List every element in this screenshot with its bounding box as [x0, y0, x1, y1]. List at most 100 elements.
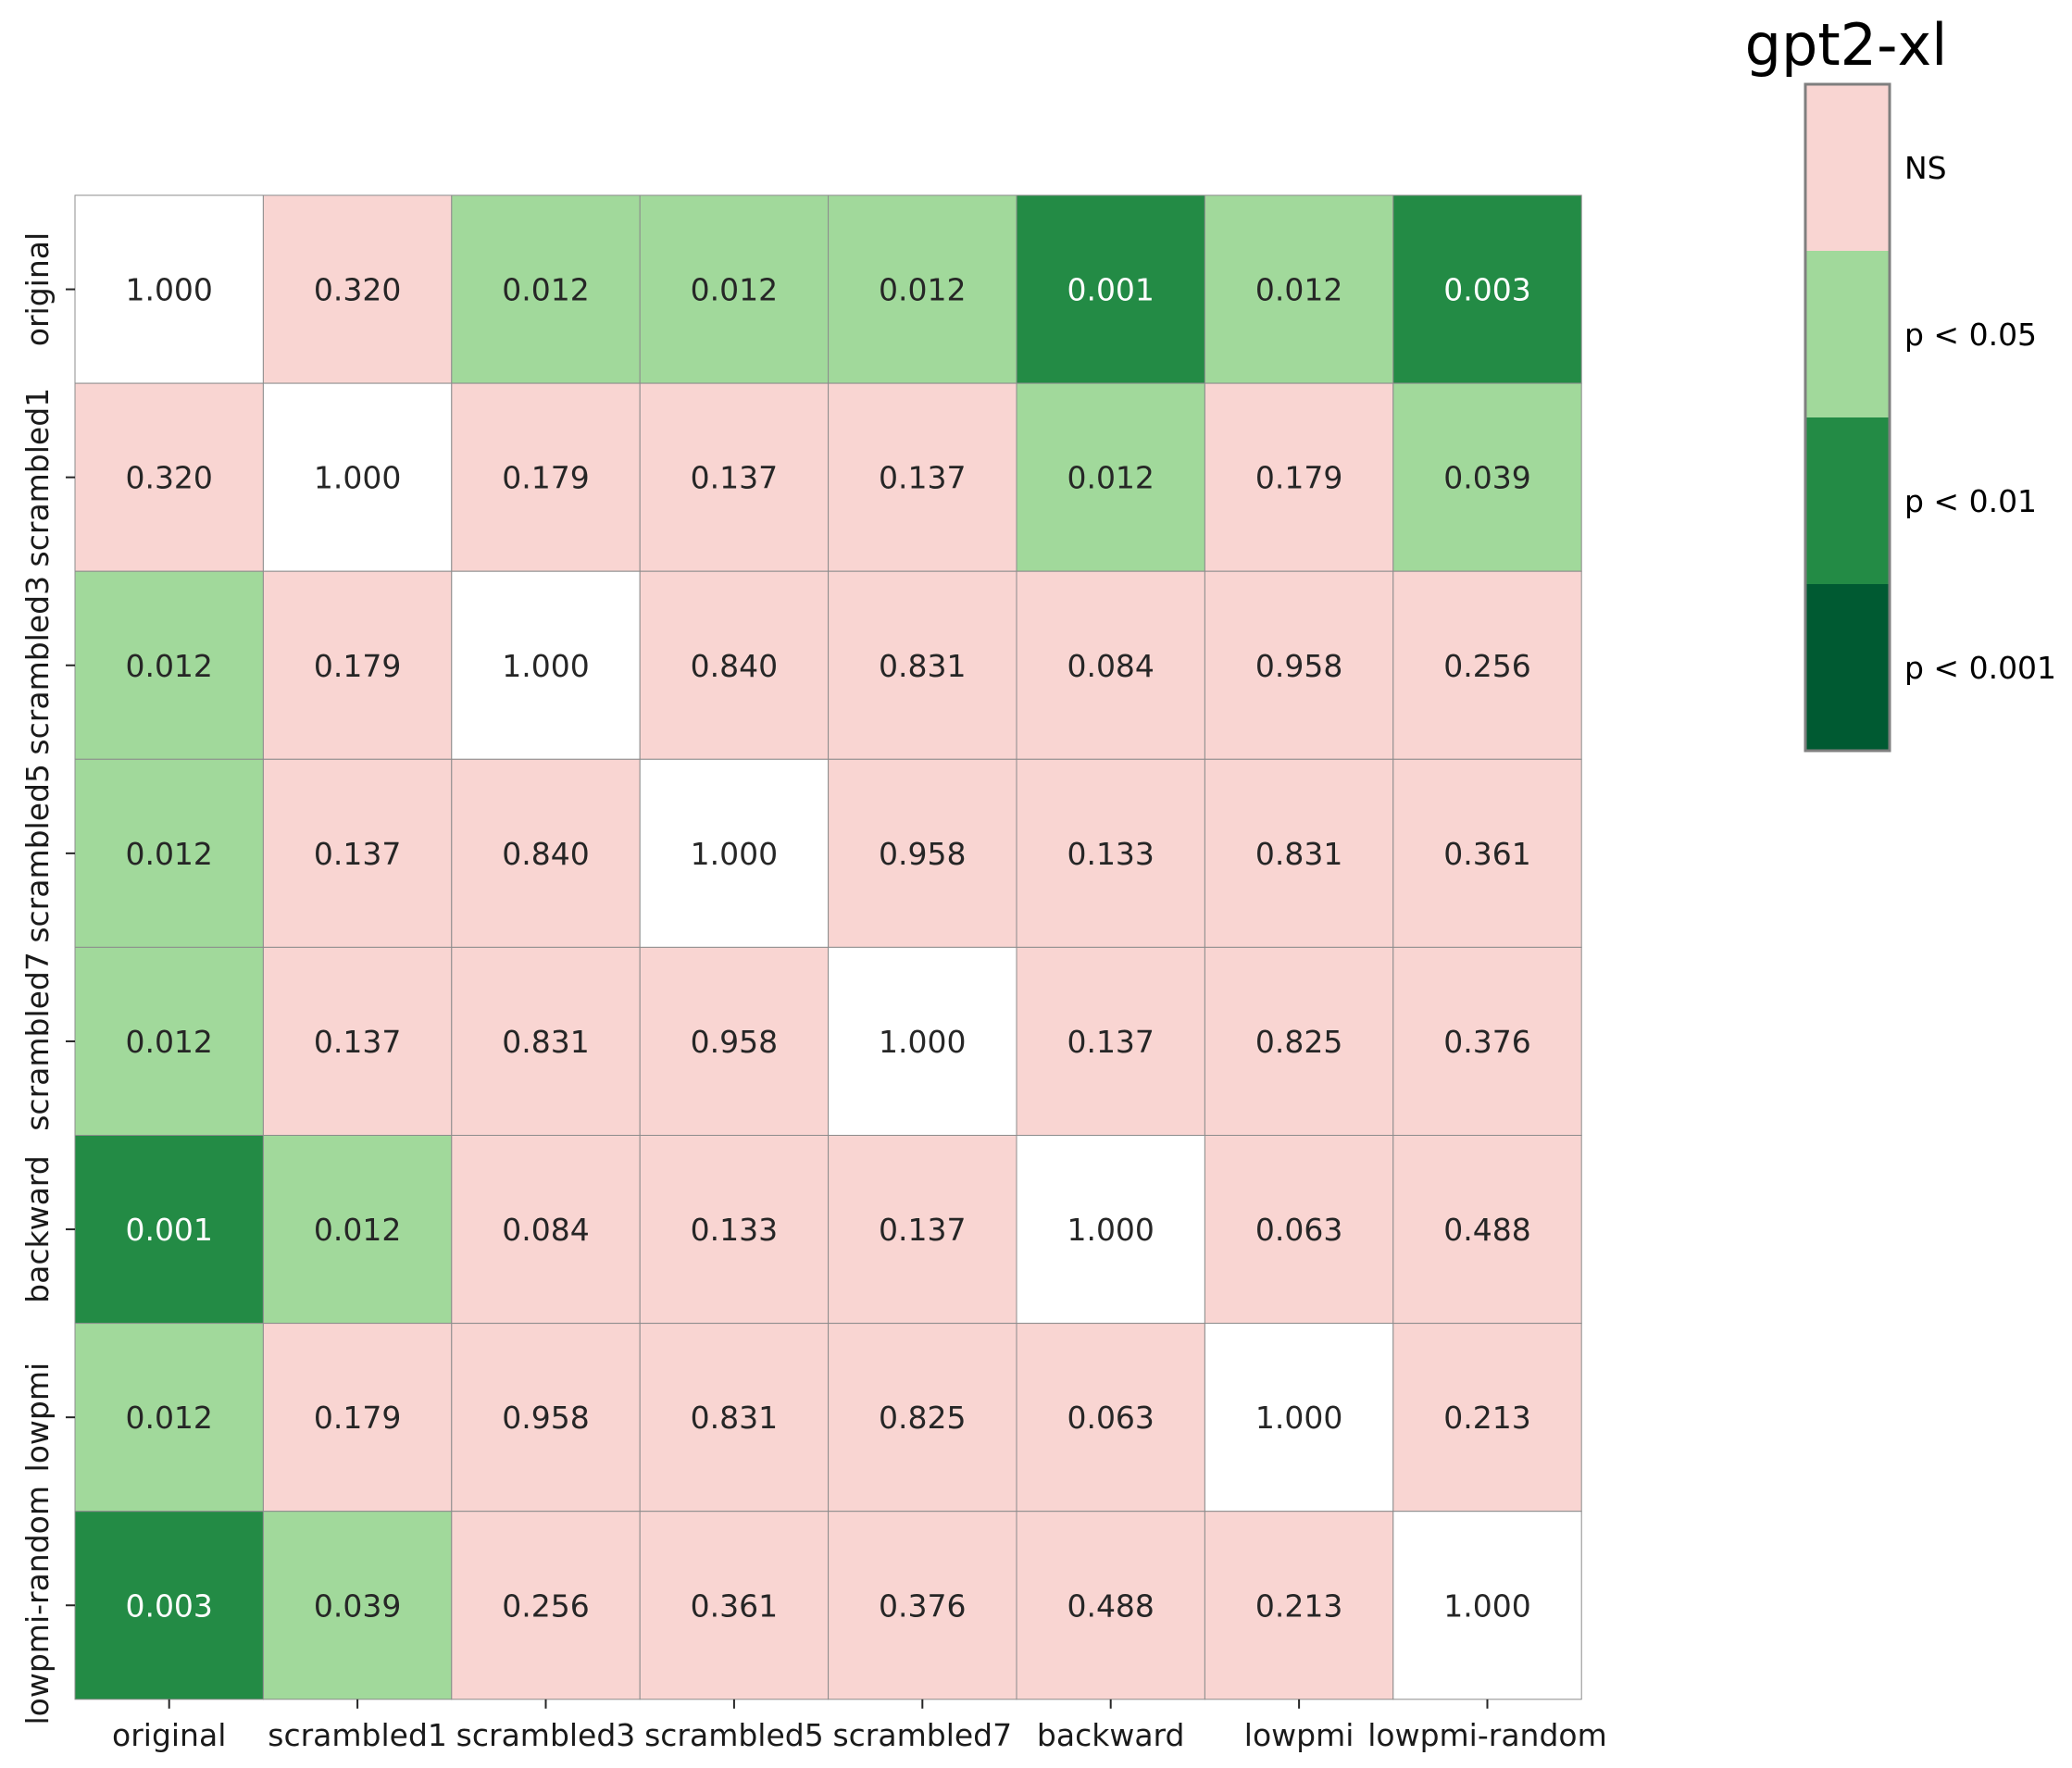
row-tick-label: scrambled1 [19, 388, 56, 567]
heatmap-cell-r0-c5 [1016, 194, 1205, 384]
row-tick-label: scrambled7 [19, 952, 56, 1131]
heatmap-cell-r5-c5 [1016, 1135, 1205, 1325]
cell-value-label: 1.000 [691, 836, 778, 872]
cell-value-label: 0.012 [691, 272, 778, 308]
heatmap-cell-r7-c7 [1392, 1511, 1582, 1700]
cell-value-label: 0.012 [125, 648, 212, 684]
heatmap-cell-r3-c1 [262, 758, 453, 948]
column-tick-label: scrambled7 [832, 1717, 1012, 1753]
cell-value-label: 0.001 [125, 1212, 212, 1248]
cell-value-label: 0.137 [879, 460, 966, 496]
heatmap-cell-r6-c5 [1016, 1323, 1205, 1513]
cell-value-label: 0.084 [1067, 648, 1154, 684]
heatmap-cell-r7-c5 [1016, 1511, 1205, 1700]
cell-value-label: 0.831 [879, 648, 966, 684]
heatmap-cell-r6-c6 [1204, 1323, 1394, 1513]
column-tick-label: backward [1037, 1717, 1185, 1753]
heatmap-cell-r4-c4 [828, 946, 1017, 1137]
cell-value-label: 0.012 [1255, 272, 1342, 308]
chart-title: gpt2-xl [1745, 11, 1948, 79]
cell-value-label: 0.958 [879, 836, 966, 872]
heatmap-cell-r0-c2 [451, 194, 641, 384]
column-tick-label: scrambled3 [456, 1717, 636, 1753]
heatmap-cell-r5-c1 [262, 1135, 453, 1325]
heatmap-cell-r0-c6 [1204, 194, 1394, 384]
cell-value-label: 0.012 [314, 1212, 401, 1248]
heatmap-cell-r1-c1 [262, 382, 453, 572]
cell-value-label: 0.179 [314, 648, 401, 684]
cell-value-label: 0.003 [125, 1587, 212, 1624]
cell-value-label: 0.039 [1443, 460, 1530, 496]
cell-value-label: 0.001 [1067, 272, 1154, 308]
cell-value-label: 0.320 [314, 272, 401, 308]
heatmap-cell-r1-c7 [1392, 382, 1582, 572]
heatmap-cell-r2-c1 [262, 570, 453, 760]
heatmap-cell-r1-c3 [639, 382, 830, 572]
heatmap-cell-r6-c2 [451, 1323, 641, 1513]
row-tick-label: scrambled5 [19, 764, 56, 943]
cell-value-label: 0.840 [502, 836, 589, 872]
cell-value-label: 0.831 [691, 1400, 778, 1436]
column-tick-label: scrambled5 [644, 1717, 824, 1753]
cell-value-label: 0.012 [125, 836, 212, 872]
cell-value-label: 1.000 [125, 272, 212, 308]
cell-value-label: 0.320 [125, 460, 212, 496]
column-tick-label: lowpmi [1244, 1717, 1354, 1753]
cell-value-label: 0.958 [502, 1400, 589, 1436]
row-tick-label: original [19, 232, 56, 346]
cell-value-label: 0.179 [502, 460, 589, 496]
cell-value-label: 0.256 [502, 1587, 589, 1624]
cell-value-label: 0.003 [1443, 272, 1530, 308]
cell-value-label: 0.361 [691, 1587, 778, 1624]
cell-value-label: 1.000 [1443, 1587, 1530, 1624]
cell-value-label: 0.179 [1255, 460, 1342, 496]
cell-value-label: 0.063 [1255, 1212, 1342, 1248]
cell-value-label: 0.137 [314, 836, 401, 872]
legend-label: NS [1904, 150, 1947, 186]
heatmap-cell-r6-c7 [1392, 1323, 1582, 1513]
legend-swatch [1805, 417, 1890, 584]
heatmap-cell-r0-c3 [639, 194, 830, 384]
heatmap-cell-r5-c2 [451, 1135, 641, 1325]
cell-value-label: 0.825 [879, 1400, 966, 1436]
heatmap-cell-r5-c7 [1392, 1135, 1582, 1325]
heatmap-cell-r0-c0 [74, 194, 264, 384]
heatmap-cell-r7-c3 [639, 1511, 830, 1700]
row-tick-label: backward [19, 1155, 56, 1303]
cell-value-label: 0.137 [314, 1024, 401, 1060]
cell-value-label: 0.137 [1067, 1024, 1154, 1060]
heatmap-cell-r1-c5 [1016, 382, 1205, 572]
heatmap-cell-r3-c6 [1204, 758, 1394, 948]
heatmap-cell-r2-c7 [1392, 570, 1582, 760]
heatmap-cell-r2-c0 [74, 570, 264, 760]
legend-frame [1804, 82, 1891, 753]
column-tick-label: scrambled1 [268, 1717, 447, 1753]
cell-value-label: 0.137 [691, 460, 778, 496]
column-tick-labels: original scrambled1 scrambled3 scrambled5 sc… [112, 1699, 1607, 1753]
heatmap-cell-r4-c2 [451, 946, 641, 1137]
heatmap-cell-r2-c4 [828, 570, 1017, 760]
column-tick-label: original [112, 1717, 226, 1753]
heatmap-cell-r2-c2 [451, 570, 641, 760]
cell-value-label: 1.000 [314, 460, 401, 496]
heatmap-cell-r1-c6 [1204, 382, 1394, 572]
legend-label: p < 0.05 [1904, 317, 2037, 353]
heatmap-cell-r2-c6 [1204, 570, 1394, 760]
heatmap-cell-r3-c4 [828, 758, 1017, 948]
heatmap-cell-r4-c5 [1016, 946, 1205, 1137]
heatmap-cell-r0-c4 [828, 194, 1017, 384]
cell-value-label: 0.133 [691, 1212, 778, 1248]
row-tick-label: scrambled3 [19, 576, 56, 755]
heatmap-cell-r0-c7 [1392, 194, 1582, 384]
legend-label: p < 0.001 [1904, 650, 2056, 686]
heatmap-cell-r5-c6 [1204, 1135, 1394, 1325]
heatmap-cell-r3-c2 [451, 758, 641, 948]
heatmap-cell-r4-c7 [1392, 946, 1582, 1137]
cell-value-label: 0.488 [1067, 1587, 1154, 1624]
cell-value-label: 0.012 [125, 1400, 212, 1436]
heatmap-cell-r6-c0 [74, 1323, 264, 1513]
cell-value-label: 0.831 [502, 1024, 589, 1060]
cell-value-label: 0.039 [314, 1587, 401, 1624]
heatmap-cell-r5-c4 [828, 1135, 1017, 1325]
heatmap-cell-r7-c1 [262, 1511, 453, 1700]
